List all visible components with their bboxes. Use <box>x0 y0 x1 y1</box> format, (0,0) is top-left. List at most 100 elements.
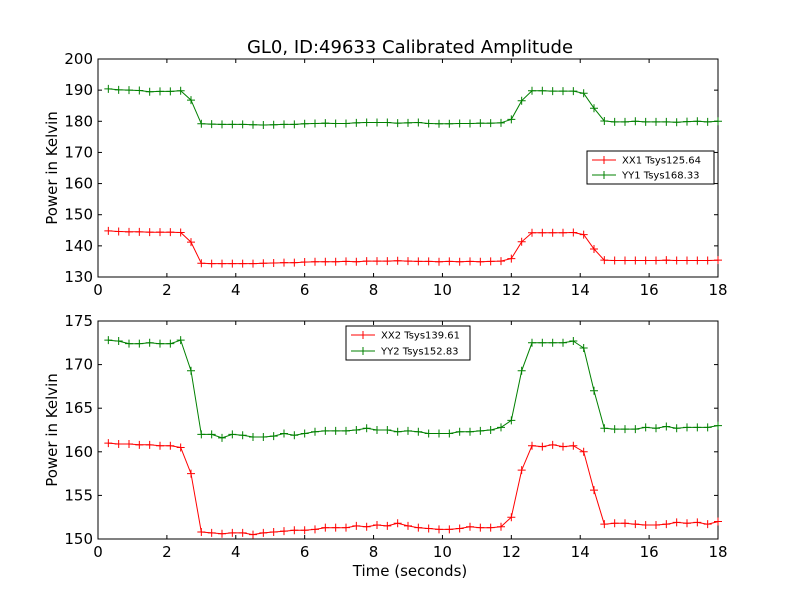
top-series-0-point <box>424 257 433 266</box>
top-series-1-point <box>342 119 350 128</box>
top-series-0-point <box>249 259 257 268</box>
top-series-0-point <box>228 259 237 268</box>
top-x-tick-label: 12 <box>502 281 521 299</box>
top-series-1-point <box>497 118 505 127</box>
top-series-1-point <box>662 117 671 126</box>
top-series-0-point <box>538 228 547 237</box>
top-y-axis-label: Power in Kelvin <box>43 111 61 225</box>
bottom-series-1-point <box>300 429 309 438</box>
top-series-1-point <box>569 87 578 96</box>
bottom-series-0-point <box>569 441 578 450</box>
top-series-0-point <box>621 256 629 265</box>
bottom-legend: XX2 Tsys139.61 YY2 Tsys152.83 <box>345 325 471 361</box>
bottom-series-1-point <box>631 425 640 434</box>
top-x-tick-label: 2 <box>162 281 172 299</box>
bottom-series-0-point <box>662 520 671 529</box>
top-series-1-point <box>445 119 454 128</box>
bottom-x-tick-label: 8 <box>369 543 379 561</box>
top-series-1-point <box>548 87 557 96</box>
bottom-series-1-point <box>559 338 567 347</box>
bottom-series-0-point <box>548 440 557 449</box>
top-series-0-point <box>352 257 361 266</box>
top-series-0-point <box>703 256 712 265</box>
top-series-0-point <box>631 256 640 265</box>
top-series-1-point <box>517 96 526 105</box>
top-series-1-point <box>249 120 257 129</box>
top-series-1-point <box>414 118 423 127</box>
top-series-1-point <box>352 118 361 127</box>
bottom-x-tick-label: 14 <box>571 543 590 561</box>
chart-title: GL0, ID:49633 Calibrated Amplitude <box>247 37 573 58</box>
bottom-series-1-point <box>662 422 671 431</box>
top-series-0-point <box>259 259 268 268</box>
top-series-1-point <box>631 117 640 126</box>
bottom-series-0-point <box>590 486 598 495</box>
bottom-series-0-point <box>600 520 609 529</box>
top-series-0-point <box>197 259 206 268</box>
top-series-1-point <box>559 87 567 96</box>
top-series-0-point <box>528 228 536 237</box>
top-series-1-point <box>683 117 691 126</box>
top-legend-marker-xx1 <box>600 156 608 164</box>
top-x-tick-label: 18 <box>708 281 727 299</box>
bottom-panel-frame <box>97 320 719 540</box>
top-series-1-point <box>590 104 598 113</box>
bottom-series-1-point <box>342 426 350 435</box>
bottom-series-1-point <box>280 429 288 438</box>
top-series-1-point <box>321 119 330 128</box>
top-series-0-point <box>507 254 516 263</box>
top-series-1-point <box>125 86 133 95</box>
bottom-series-0-point <box>693 518 702 527</box>
top-series-0-point <box>641 256 650 265</box>
top-series-1-point <box>538 86 547 95</box>
top-legend-label-xx1: XX1 Tsys125.64 <box>622 156 701 167</box>
bottom-series-0-point <box>579 447 588 456</box>
bottom-series-1-point <box>538 338 547 347</box>
bottom-series-1-point <box>703 423 712 432</box>
top-series-1-point <box>393 119 402 128</box>
top-y-tick-label: 160 <box>64 175 93 193</box>
bottom-series-1-point <box>269 432 278 441</box>
top-series-0-point <box>517 237 526 246</box>
top-series-1-point <box>269 120 278 129</box>
top-series-0-point <box>207 259 216 268</box>
bottom-y-axis-label: Power in Kelvin <box>43 373 61 487</box>
top-series-1-point <box>259 121 268 130</box>
top-series-0-point <box>714 256 722 265</box>
bottom-series-1-point <box>176 336 185 345</box>
bottom-series-0-point <box>466 522 474 531</box>
bottom-series-0-point <box>104 439 113 448</box>
top-series-0-point <box>559 228 567 237</box>
bottom-legend-label-yy2: YY2 Tsys152.83 <box>380 347 459 358</box>
bottom-series-0-point <box>393 519 402 528</box>
top-series-1-point <box>207 120 216 129</box>
bottom-series-1-point <box>311 427 319 436</box>
top-series-0-point <box>342 257 350 266</box>
bottom-series-1-point <box>197 430 206 439</box>
top-series-0-point <box>166 228 175 237</box>
top-series-1-point <box>424 119 433 128</box>
top-series-1-point <box>166 87 175 96</box>
bottom-series-1-point <box>259 432 268 441</box>
top-y-tick-label: 140 <box>64 237 93 255</box>
top-series-0-point <box>414 257 423 266</box>
bottom-legend-marker-xx2 <box>359 331 367 339</box>
bottom-series-1-point <box>424 429 433 438</box>
top-series-0-point <box>683 256 691 265</box>
bottom-series-group <box>104 336 722 539</box>
top-series-1-point <box>238 120 247 129</box>
bottom-series-1-point <box>187 366 195 375</box>
bottom-series-1-point <box>435 429 443 438</box>
bottom-series-1-point <box>497 423 505 432</box>
bottom-series-0-point <box>621 519 629 528</box>
top-series-1-point <box>466 119 474 128</box>
bottom-series-0-point <box>404 521 412 530</box>
top-x-tick-label: 14 <box>571 281 590 299</box>
bottom-panel: Power in Kelvin 0 2 4 6 8 10 12 14 16 18 150 155 160… <box>43 312 728 580</box>
bottom-series-1-point <box>569 337 578 346</box>
top-panel-frame <box>97 58 719 278</box>
bottom-y-tick-label: 175 <box>64 312 93 330</box>
bottom-series-1-point <box>455 427 464 436</box>
bottom-series-1-point <box>383 426 392 434</box>
